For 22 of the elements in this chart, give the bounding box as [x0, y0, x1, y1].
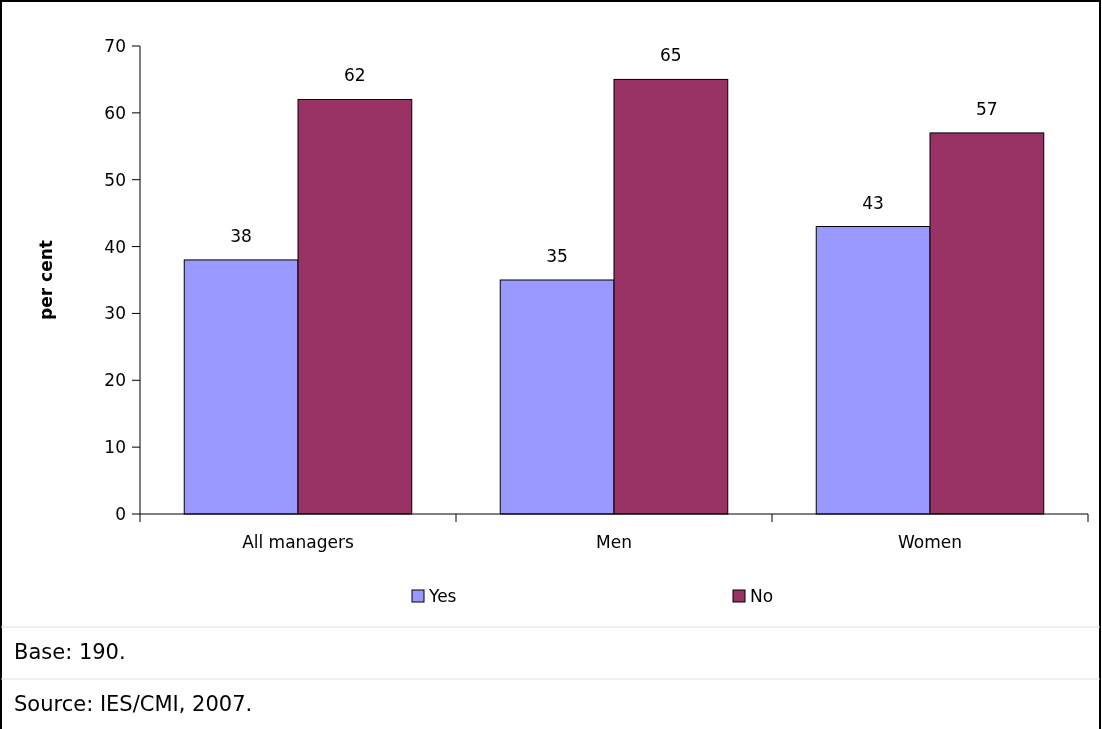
data-label: 43	[862, 192, 884, 213]
legend-label: No	[750, 585, 774, 606]
y-tick-label: 0	[115, 503, 126, 524]
x-tick-label: Women	[897, 532, 963, 552]
y-tick-label: 20	[104, 370, 126, 391]
x-tick-label: Men	[596, 532, 632, 552]
y-tick-label: 70	[104, 35, 126, 56]
x-tick-label: All managers	[242, 532, 355, 552]
y-tick-label: 60	[104, 102, 126, 123]
data-label: 38	[230, 225, 252, 246]
data-label: 62	[344, 65, 366, 86]
data-label: 57	[976, 98, 998, 119]
source-note: Source: IES/CMI, 2007.	[14, 692, 253, 717]
y-tick-label: 30	[104, 303, 126, 324]
y-axis-title: per cent	[36, 240, 56, 320]
y-tick-label: 50	[104, 169, 126, 190]
legend-label: Yes	[428, 585, 457, 606]
text: Base: 190.	[14, 640, 126, 665]
data-label: 65	[660, 45, 682, 66]
y-tick-label: 10	[104, 437, 126, 458]
y-tick-label: 40	[104, 236, 126, 257]
data-label: 35	[546, 246, 568, 266]
